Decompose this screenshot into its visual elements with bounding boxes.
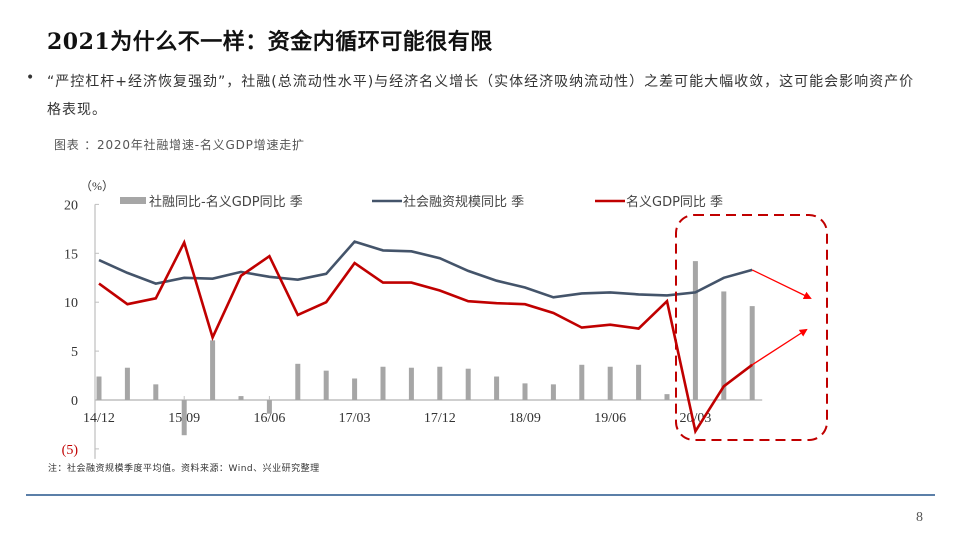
footer-divider [26,494,935,496]
legend-label: 社融同比-名义GDP同比 季 [149,194,303,210]
bar [692,261,698,400]
arrow-up-icon [751,328,808,366]
x-tick-label: 16/06 [253,411,285,426]
y-tick-label: 0 [71,394,78,409]
bar [323,370,329,400]
x-tick-label: 19/06 [594,411,626,426]
bar [494,376,500,400]
tsf-growth-line [98,240,753,299]
bar [607,366,613,400]
y-tick-label: 5 [71,345,78,360]
page-number: 8 [916,510,923,525]
bar [550,384,556,400]
x-tick-label: 17/12 [424,411,456,426]
bar [124,367,130,400]
x-tick-label: 14/12 [83,411,115,426]
bar [210,340,216,400]
bar [266,400,272,414]
bar [295,363,301,400]
x-tick-label: 17/03 [339,411,371,426]
bar [664,394,670,400]
x-tick-label: 18/09 [509,411,541,426]
bar [408,367,414,400]
chart-caption: 图表 ：2020年社融增速-名义GDP增速走扩 [54,138,305,152]
chart-axes: 20151050(5)（%）14/1215/0916/0617/0317/121… [62,179,763,459]
bar [522,383,528,400]
bar [380,366,386,400]
y-tick-label: 20 [64,198,78,213]
arrow-down-icon [751,269,812,299]
bar [238,396,244,400]
bar [749,306,755,400]
line-series [98,239,753,435]
bar [181,400,187,436]
y-tick-label: (5) [62,443,79,458]
nominal-gdp-line [98,239,753,435]
highlight-box [675,214,828,441]
slide-title: 2021为什么不一样：资金内循环可能很有限 [47,29,493,55]
bar [153,384,159,400]
legend-label: 社会融资规模同比 季 [403,194,524,210]
chart-annotations [675,214,828,441]
legend-bar-swatch [120,197,146,204]
x-tick-label: 20/03 [679,411,711,426]
bullet-marker: • [26,70,35,86]
y-tick-label: 15 [64,247,78,262]
bullet-text: “严控杠杆+经济恢复强劲”，社融(总流动性水平)与经济名义增长（实体经济吸纳流动… [47,74,915,118]
bar [579,364,585,400]
y-unit-label: （%） [80,179,114,193]
bar [636,364,642,400]
bar [465,368,471,400]
y-tick-label: 10 [64,296,78,311]
bar [721,291,727,400]
chart-legend: 社融同比-名义GDP同比 季 社会融资规模同比 季 名义GDP同比 季 [120,194,723,210]
bar-series [96,261,755,436]
bar [96,376,102,400]
chart-note: 注：社会融资规模季度平均值。资料来源：Wind、兴业研究整理 [48,464,320,474]
bar [437,366,443,400]
bar [352,378,358,400]
legend-label: 名义GDP同比 季 [626,194,723,210]
